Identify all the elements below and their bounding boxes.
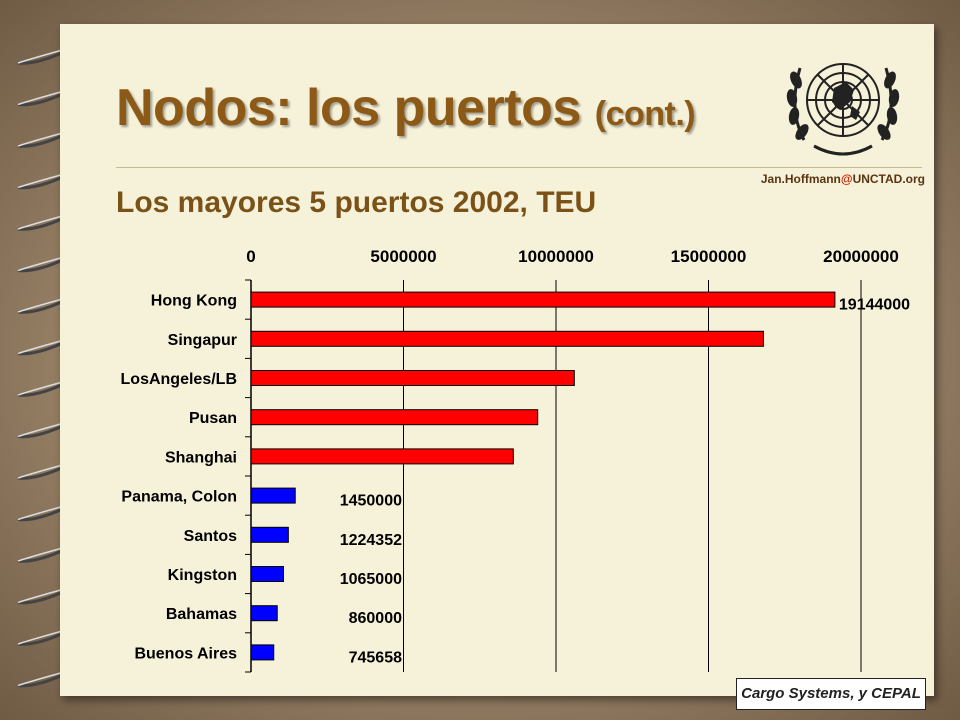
data-label: 1065000 bbox=[340, 571, 402, 588]
un-emblem-icon bbox=[786, 63, 900, 156]
bar-kingston bbox=[250, 566, 284, 582]
bar-buenos-aires bbox=[250, 644, 275, 661]
bar-santos bbox=[250, 526, 289, 543]
data-label: 1224352 bbox=[340, 532, 402, 549]
data-label: 1450000 bbox=[340, 493, 402, 510]
x-tick-label: 15000000 bbox=[671, 247, 747, 266]
category-label: Bahamas bbox=[166, 606, 237, 623]
bar-hong-kong bbox=[250, 291, 836, 308]
category-label: Buenos Aires bbox=[134, 645, 237, 662]
slide-title: Nodos: los puertos (cont.) bbox=[116, 78, 696, 138]
source-note: Cargo Systems, y CEPAL bbox=[736, 678, 926, 710]
category-label: LosAngeles/LB bbox=[121, 371, 237, 388]
slide-page bbox=[60, 24, 934, 696]
bar-singapur bbox=[250, 330, 764, 347]
data-label: 860000 bbox=[349, 610, 402, 627]
bar-pusan bbox=[250, 409, 539, 426]
category-label: Santos bbox=[184, 528, 237, 545]
bar-shanghai bbox=[250, 448, 514, 465]
bar-losangeles-lb bbox=[250, 370, 575, 386]
data-label: 745658 bbox=[349, 649, 402, 666]
category-label: Singapur bbox=[168, 332, 237, 349]
x-tick-label: 0 bbox=[246, 247, 255, 266]
x-tick-label: 5000000 bbox=[370, 247, 436, 266]
x-tick-label: 10000000 bbox=[518, 247, 594, 266]
contact-at-sign: @ bbox=[840, 172, 853, 186]
category-label: Panama, Colon bbox=[121, 489, 237, 506]
contact-user: Jan.Hoffmann bbox=[760, 172, 841, 186]
category-label: Kingston bbox=[168, 567, 237, 584]
title-divider bbox=[116, 167, 922, 168]
title-suffix: (cont.) bbox=[594, 95, 696, 133]
category-label: Shanghai bbox=[165, 449, 237, 466]
data-label: 19144000 bbox=[839, 297, 910, 314]
category-label: Pusan bbox=[189, 410, 237, 427]
bar-panama-colon bbox=[250, 487, 296, 504]
x-tick-label: 20000000 bbox=[823, 247, 899, 266]
category-label: Hong Kong bbox=[151, 293, 237, 310]
chart-subtitle: Los mayores 5 puertos 2002, TEU bbox=[116, 186, 597, 219]
contact-email[interactable]: Jan.Hoffmann@UNCTAD.org bbox=[735, 172, 925, 186]
bar-bahamas bbox=[250, 605, 278, 622]
contact-domain: UNCTAD.org bbox=[852, 172, 925, 186]
title-main: Nodos: los puertos bbox=[116, 79, 581, 137]
